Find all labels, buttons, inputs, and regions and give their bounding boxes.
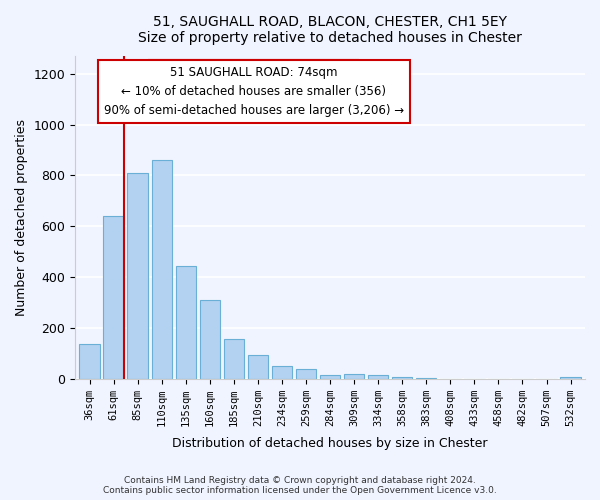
Bar bbox=[127, 173, 148, 378]
Bar bbox=[224, 338, 244, 378]
Title: 51, SAUGHALL ROAD, BLACON, CHESTER, CH1 5EY
Size of property relative to detache: 51, SAUGHALL ROAD, BLACON, CHESTER, CH1 … bbox=[138, 15, 522, 45]
Bar bbox=[176, 266, 196, 378]
Text: 51 SAUGHALL ROAD: 74sqm: 51 SAUGHALL ROAD: 74sqm bbox=[155, 66, 352, 79]
Bar bbox=[296, 368, 316, 378]
Bar bbox=[368, 375, 388, 378]
X-axis label: Distribution of detached houses by size in Chester: Distribution of detached houses by size … bbox=[172, 437, 488, 450]
Text: 51 SAUGHALL ROAD: 74sqm
← 10% of detached houses are smaller (356)
90% of semi-d: 51 SAUGHALL ROAD: 74sqm ← 10% of detache… bbox=[104, 66, 404, 117]
Bar bbox=[272, 366, 292, 378]
Y-axis label: Number of detached properties: Number of detached properties bbox=[15, 119, 28, 316]
Bar bbox=[320, 375, 340, 378]
Bar bbox=[248, 354, 268, 378]
Text: Contains HM Land Registry data © Crown copyright and database right 2024.
Contai: Contains HM Land Registry data © Crown c… bbox=[103, 476, 497, 495]
Bar bbox=[152, 160, 172, 378]
Bar bbox=[79, 344, 100, 378]
Bar bbox=[200, 300, 220, 378]
Bar bbox=[344, 374, 364, 378]
Bar bbox=[103, 216, 124, 378]
